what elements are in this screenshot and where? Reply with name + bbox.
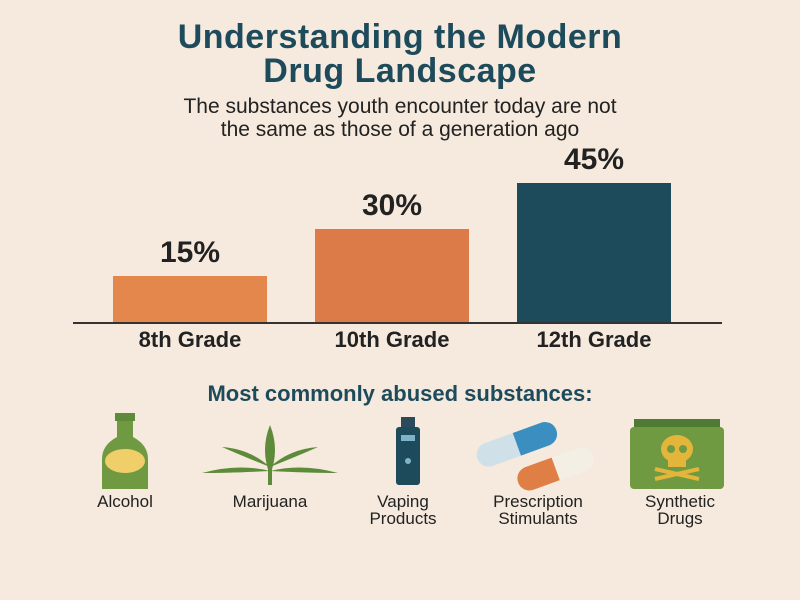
x-tick-label: 8th Grade: [138, 327, 242, 352]
value-label: 45%: [563, 143, 625, 176]
substance-label: Synthetic Drugs: [645, 492, 715, 528]
baseline: [73, 322, 722, 324]
vape-icon: [396, 417, 420, 485]
pills-icon: [476, 422, 594, 491]
leaf-icon: [202, 425, 338, 485]
substance-label: Vaping Products: [369, 492, 437, 528]
bottle-icon: [102, 413, 148, 489]
value-label: 30%: [361, 189, 423, 223]
substance-label: Prescription Stimulants: [493, 492, 583, 528]
value-label: 15%: [159, 235, 221, 269]
bar: [315, 229, 469, 322]
icons: [102, 413, 724, 491]
substance-label: Alcohol: [97, 492, 153, 511]
chart-subtitle: The substances youth encounter today are…: [183, 95, 617, 141]
substance-label: Marijuana: [232, 492, 308, 511]
section-heading: Most commonly abused substances:: [207, 381, 593, 406]
bar: [113, 275, 267, 322]
x-tick-label: 10th Grade: [334, 327, 450, 352]
chart-title: Understanding the Modern Drug Landscape: [177, 18, 623, 90]
x-tick-label: 12th Grade: [536, 327, 652, 352]
bar: [517, 183, 671, 322]
bag-icon: [630, 419, 724, 489]
